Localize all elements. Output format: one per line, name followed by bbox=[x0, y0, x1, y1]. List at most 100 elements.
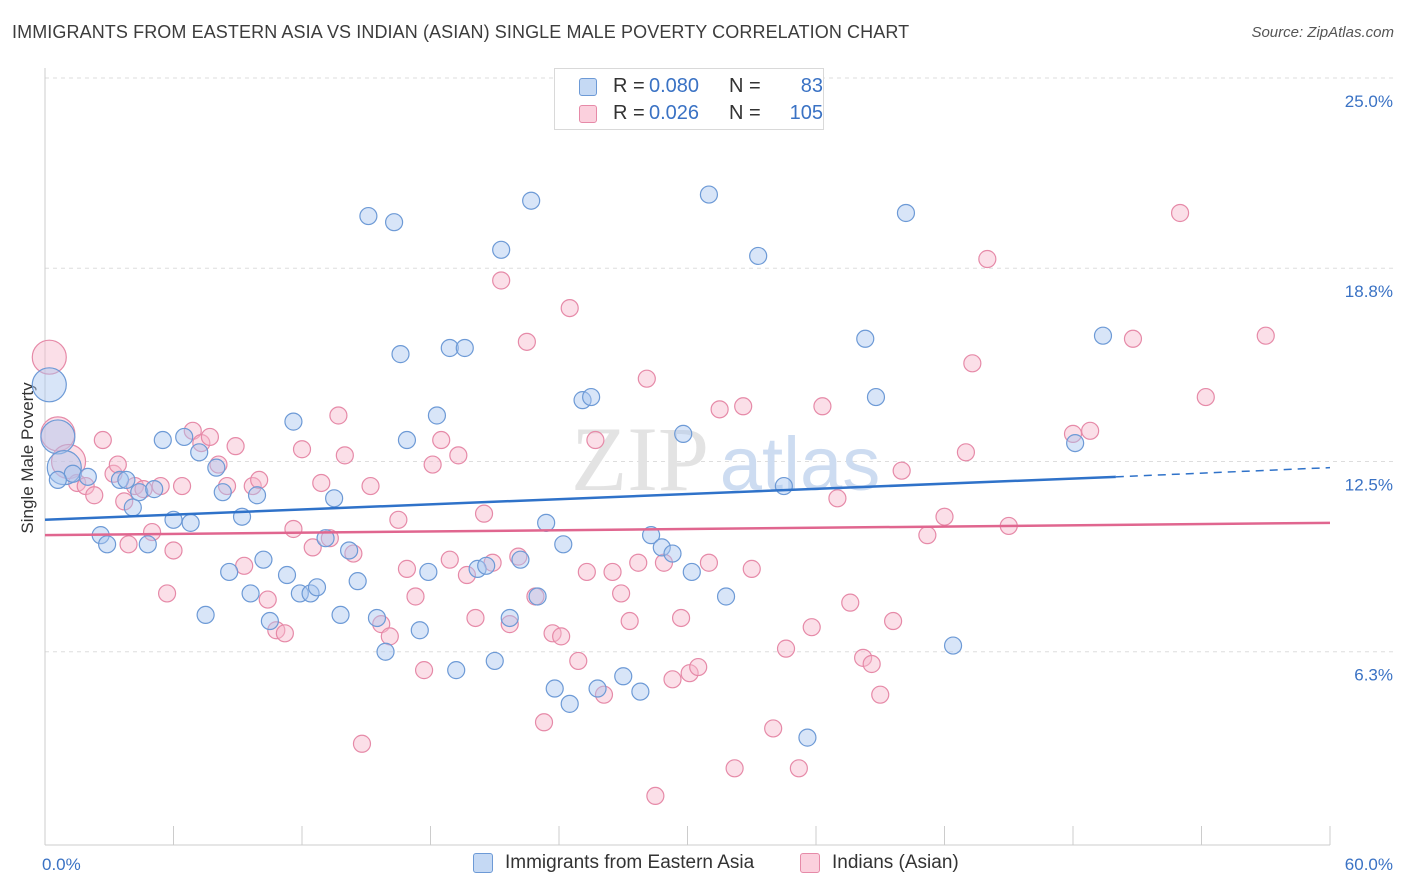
point-eastern-asia bbox=[98, 535, 117, 554]
point-indians-asian bbox=[776, 639, 796, 658]
point-indians-asian bbox=[764, 719, 783, 738]
point-indians-asian bbox=[457, 565, 477, 585]
point-eastern-asia bbox=[348, 572, 367, 591]
point-indians-asian bbox=[329, 406, 348, 425]
point-indians-asian bbox=[200, 427, 220, 447]
legend-swatch-blue bbox=[579, 78, 597, 96]
point-eastern-asia bbox=[652, 538, 671, 557]
point-eastern-asia bbox=[545, 679, 564, 698]
point-indians-asian bbox=[119, 535, 138, 554]
point-indians-asian bbox=[500, 615, 519, 634]
point-eastern-asia bbox=[325, 489, 344, 508]
point-eastern-asia bbox=[582, 387, 601, 407]
point-eastern-asia bbox=[588, 679, 607, 698]
watermark-atlas: atlas bbox=[720, 422, 881, 507]
point-indians-asian bbox=[93, 430, 112, 450]
point-indians-asian bbox=[352, 734, 372, 753]
point-eastern-asia bbox=[663, 544, 682, 563]
bottom-legend-label-blue: Immigrants from Eastern Asia bbox=[505, 852, 755, 873]
point-indians-asian bbox=[157, 584, 177, 603]
point-eastern-asia bbox=[367, 608, 387, 628]
trend-line-eastern-asia bbox=[44, 475, 1116, 522]
point-indians-asian bbox=[517, 332, 536, 351]
point-eastern-asia bbox=[331, 605, 350, 625]
point-indians-asian bbox=[389, 510, 408, 529]
point-eastern-asia bbox=[682, 562, 701, 582]
point-indians-asian bbox=[629, 553, 648, 572]
point-indians-asian bbox=[397, 559, 417, 578]
point-indians-asian bbox=[284, 519, 303, 539]
point-eastern-asia bbox=[774, 476, 793, 496]
point-eastern-asia bbox=[477, 556, 496, 575]
point-eastern-asia bbox=[260, 611, 279, 631]
point-eastern-asia bbox=[522, 191, 541, 210]
point-indians-asian bbox=[699, 553, 719, 572]
point-eastern-asia bbox=[31, 367, 67, 403]
legend-r-label: R = bbox=[613, 102, 645, 124]
point-indians-asian bbox=[209, 455, 228, 474]
point-indians-asian bbox=[492, 271, 511, 290]
point-indians-asian bbox=[509, 547, 528, 566]
point-indians-asian bbox=[883, 611, 903, 631]
point-eastern-asia bbox=[614, 667, 633, 686]
legend-n-value: 83 bbox=[800, 75, 823, 97]
point-indians-asian bbox=[50, 443, 87, 480]
point-indians-asian bbox=[108, 455, 127, 474]
point-indians-asian bbox=[164, 541, 183, 560]
point-eastern-asia bbox=[485, 651, 504, 671]
point-indians-asian bbox=[646, 786, 665, 806]
bottom-legend-swatch-pink bbox=[800, 853, 820, 873]
bottom-legend-swatch-blue bbox=[473, 853, 493, 873]
point-eastern-asia bbox=[397, 430, 417, 450]
point-eastern-asia bbox=[674, 424, 693, 443]
point-eastern-asia bbox=[943, 636, 963, 655]
point-indians-asian bbox=[560, 299, 579, 318]
point-indians-asian bbox=[871, 685, 890, 704]
point-indians-asian bbox=[689, 657, 708, 677]
point-eastern-asia bbox=[241, 584, 260, 603]
point-indians-asian bbox=[892, 461, 911, 480]
point-eastern-asia bbox=[1093, 326, 1113, 345]
point-indians-asian bbox=[725, 759, 744, 778]
point-eastern-asia bbox=[492, 240, 511, 259]
point-indians-asian bbox=[275, 624, 294, 643]
point-eastern-asia bbox=[798, 728, 817, 747]
point-indians-asian bbox=[474, 504, 494, 523]
point-indians-asian bbox=[361, 476, 380, 496]
point-eastern-asia bbox=[254, 550, 273, 569]
point-eastern-asia bbox=[856, 329, 875, 348]
point-indians-asian bbox=[31, 339, 67, 375]
point-indians-asian bbox=[663, 670, 682, 689]
point-eastern-asia bbox=[376, 642, 395, 661]
point-eastern-asia bbox=[749, 246, 768, 266]
point-indians-asian bbox=[862, 654, 881, 674]
bottom-legend-label-pink: Indians (Asian) bbox=[832, 852, 959, 873]
point-indians-asian bbox=[637, 369, 656, 388]
trend-line-eastern-asia-extension bbox=[1115, 466, 1331, 478]
point-eastern-asia bbox=[511, 550, 530, 569]
y-tick-label: 25.0% bbox=[1345, 92, 1393, 111]
point-eastern-asia bbox=[175, 427, 194, 447]
point-indians-asian bbox=[935, 507, 954, 526]
point-eastern-asia bbox=[391, 345, 410, 364]
point-indians-asian bbox=[828, 489, 847, 508]
point-indians-asian bbox=[577, 562, 596, 582]
point-eastern-asia bbox=[307, 578, 327, 597]
axes bbox=[44, 68, 1331, 846]
point-eastern-asia bbox=[316, 529, 335, 548]
point-indians-asian bbox=[620, 611, 639, 631]
legend-swatch-pink bbox=[579, 105, 597, 123]
point-eastern-asia bbox=[138, 535, 157, 554]
legend-r-value: 0.026 bbox=[649, 102, 700, 124]
point-indians-asian bbox=[414, 661, 434, 680]
point-eastern-asia bbox=[537, 513, 556, 532]
point-eastern-asia bbox=[866, 387, 886, 407]
point-indians-asian bbox=[250, 470, 269, 490]
point-eastern-asia bbox=[290, 584, 309, 603]
point-indians-asian bbox=[978, 249, 997, 269]
point-eastern-asia bbox=[419, 562, 438, 582]
point-eastern-asia bbox=[213, 483, 232, 502]
point-indians-asian bbox=[303, 538, 322, 557]
point-indians-asian bbox=[258, 590, 277, 609]
